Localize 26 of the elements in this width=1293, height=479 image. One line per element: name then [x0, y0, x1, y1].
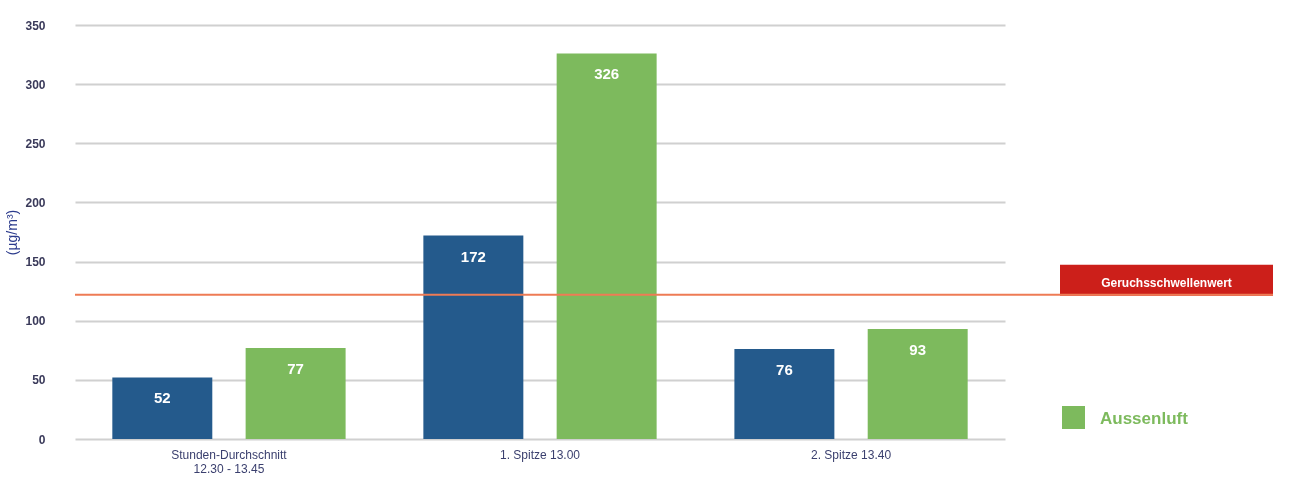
x-tick-label: 2. Spitze 13.40: [811, 447, 892, 462]
y-tick-label: 250: [25, 136, 46, 151]
x-tick-label: Stunden-Durchschnitt 12.30 - 13.45: [171, 447, 288, 476]
data-label: 76: [776, 361, 793, 379]
bar: [112, 377, 213, 439]
y-tick-label: 300: [25, 77, 46, 92]
y-tick-label: 150: [25, 255, 46, 270]
y-tick-label: 100: [25, 314, 46, 329]
y-tick-label: 350: [25, 18, 46, 33]
bar: [423, 235, 524, 439]
data-label: 172: [460, 247, 486, 265]
bar: [245, 347, 346, 439]
bar: [734, 349, 835, 439]
data-label: 77: [287, 359, 304, 377]
data-label: 326: [594, 65, 620, 83]
y-tick-label: 200: [25, 195, 46, 210]
y-axis-title: (µg/m³): [4, 209, 21, 256]
bar: [556, 53, 657, 439]
data-label: 52: [153, 389, 171, 407]
legend-label: Aussenluft: [1100, 409, 1189, 428]
ref-line-label: Geruchsschwellenwert: [1101, 275, 1232, 290]
y-tick-label: 0: [38, 432, 46, 447]
x-tick-label: 1. Spitze 13.00: [499, 447, 581, 462]
bar: [867, 328, 968, 439]
y-tick-label: 50: [32, 373, 46, 388]
data-label: 93: [909, 340, 927, 358]
